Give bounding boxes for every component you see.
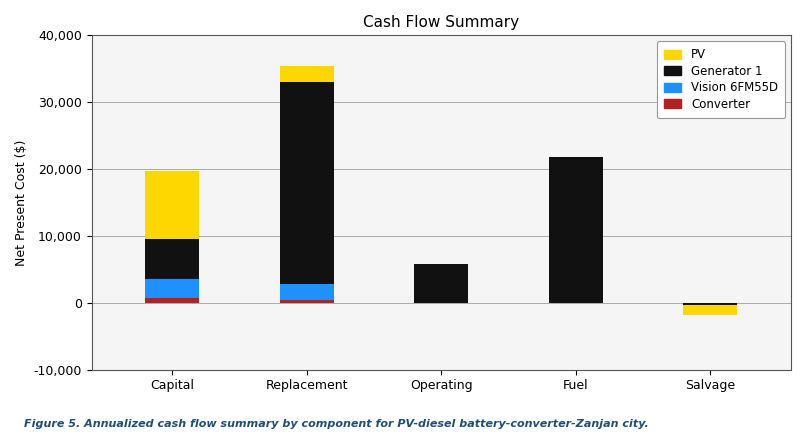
Bar (549, 157, 603, 303)
Bar (145, 298, 199, 303)
Bar (280, 284, 334, 300)
Legend: PV, Generator 1, Vision 6FM55D, Converter: PV, Generator 1, Vision 6FM55D, Converte… (657, 41, 785, 118)
Bar (280, 300, 334, 303)
Bar (280, 66, 334, 82)
Bar (683, 303, 737, 305)
Bar (683, 305, 737, 315)
Bar (414, 264, 468, 303)
Bar (145, 279, 199, 298)
Title: Cash Flow Summary: Cash Flow Summary (364, 15, 519, 30)
Text: Figure 5. Annualized cash flow summary by component for PV-diesel battery-conver: Figure 5. Annualized cash flow summary b… (24, 419, 649, 429)
Y-axis label: Net Present Cost ($): Net Present Cost ($) (15, 139, 28, 266)
Bar (145, 171, 199, 239)
Bar (145, 239, 199, 279)
Bar (280, 82, 334, 284)
